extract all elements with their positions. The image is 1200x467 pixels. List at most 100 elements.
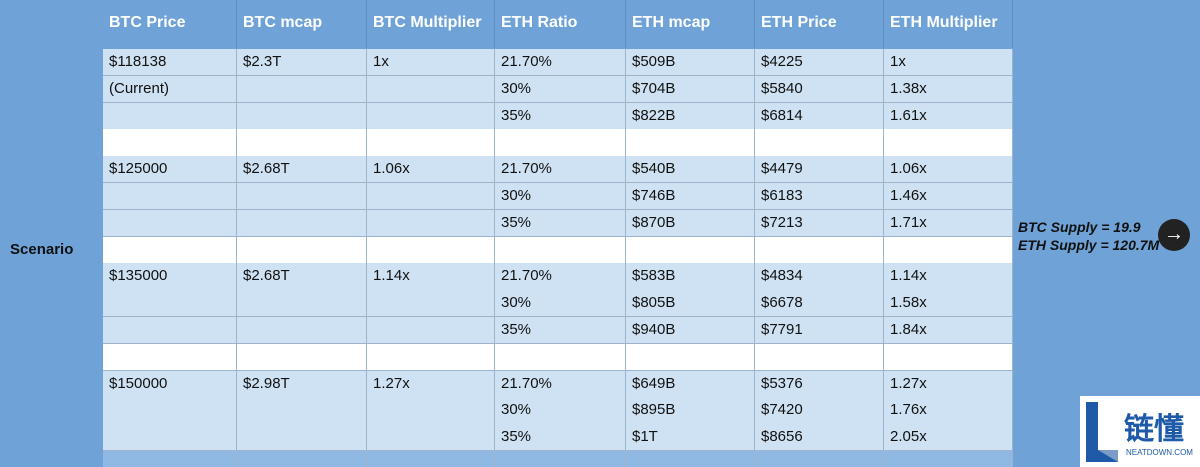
table-cell: 1.27x (367, 370, 495, 398)
column-header: ETH mcap (626, 0, 755, 48)
table-cell: $4225 (755, 49, 884, 77)
column-header: BTC Price (103, 0, 237, 48)
empty-cell (367, 129, 495, 157)
table-cell: $150000 (103, 370, 237, 398)
empty-cell (237, 317, 367, 345)
table-cell: $895B (626, 397, 755, 425)
column-header: ETH Price (755, 0, 884, 48)
table-cell: 1.38x (884, 75, 1013, 104)
empty-cell (626, 129, 755, 157)
empty-cell (884, 129, 1013, 157)
table-cell: $2.3T (237, 49, 367, 77)
empty-cell (626, 236, 755, 264)
empty-cell (626, 451, 755, 467)
table-cell: $135000 (103, 263, 237, 291)
empty-cell (495, 236, 626, 264)
empty-cell (367, 209, 495, 238)
table-cell: 21.70% (495, 49, 626, 77)
table-cell: $5376 (755, 370, 884, 398)
empty-cell (367, 317, 495, 345)
empty-cell (103, 397, 237, 425)
table-cell: $1T (626, 424, 755, 452)
empty-cell (237, 236, 367, 264)
empty-cell (367, 183, 495, 211)
empty-cell (237, 75, 367, 104)
table-cell: $4479 (755, 156, 884, 184)
site-name: NEATDOWN.COM (1126, 448, 1193, 457)
empty-cell (103, 209, 237, 238)
table-cell: $583B (626, 263, 755, 291)
table-cell: $7791 (755, 317, 884, 345)
empty-cell (367, 451, 495, 467)
empty-cell (103, 424, 237, 452)
table-cell: 1.71x (884, 209, 1013, 238)
empty-cell (103, 343, 237, 372)
table-cell: 21.70% (495, 156, 626, 184)
table-cell: $540B (626, 156, 755, 184)
empty-cell (237, 424, 367, 452)
empty-cell (237, 397, 367, 425)
empty-cell (237, 451, 367, 467)
side-label: Scenario (10, 241, 74, 258)
logo-icon (1086, 402, 1118, 462)
table-cell: 1.06x (884, 156, 1013, 184)
table-cell: $870B (626, 209, 755, 238)
supply-note: BTC Supply = 19.9 (1018, 219, 1141, 235)
column-header: BTC mcap (237, 0, 367, 48)
table-cell: $2.68T (237, 263, 367, 291)
empty-cell (367, 75, 495, 104)
empty-cell (103, 317, 237, 345)
table-cell: 35% (495, 102, 626, 130)
next-button[interactable]: → (1158, 219, 1190, 251)
table-cell: 21.70% (495, 370, 626, 398)
column-header: BTC Multiplier (367, 0, 495, 48)
empty-cell (367, 343, 495, 372)
empty-cell (103, 129, 237, 157)
table-cell: 1.58x (884, 290, 1013, 318)
empty-cell (103, 451, 237, 467)
table-cell: 1.46x (884, 183, 1013, 211)
table-cell: $7213 (755, 209, 884, 238)
table-cell: 35% (495, 424, 626, 452)
empty-cell (103, 236, 237, 264)
empty-cell (755, 236, 884, 264)
empty-cell (237, 183, 367, 211)
table-cell: 2.05x (884, 424, 1013, 452)
empty-cell (367, 424, 495, 452)
table-cell: $118138 (103, 49, 237, 77)
table-cell: 1.14x (884, 263, 1013, 291)
empty-cell (103, 183, 237, 211)
table-cell: $6678 (755, 290, 884, 318)
empty-cell (884, 343, 1013, 372)
table-cell: (Current) (103, 75, 237, 104)
empty-cell (884, 451, 1013, 467)
table-cell: $7420 (755, 397, 884, 425)
table-cell: $2.68T (237, 156, 367, 184)
table-cell: 30% (495, 397, 626, 425)
table-cell: 1.06x (367, 156, 495, 184)
empty-cell (237, 102, 367, 130)
supply-note: ETH Supply = 120.7M (1018, 237, 1160, 253)
table-cell: 1.76x (884, 397, 1013, 425)
empty-cell (103, 102, 237, 130)
empty-cell (495, 451, 626, 467)
table-cell: $822B (626, 102, 755, 130)
table-cell: 1.27x (884, 370, 1013, 398)
empty-cell (237, 290, 367, 318)
empty-cell (367, 290, 495, 318)
empty-cell (237, 343, 367, 372)
table-cell: 35% (495, 209, 626, 238)
table-cell: 30% (495, 290, 626, 318)
table-cell: $4834 (755, 263, 884, 291)
table-cell: $805B (626, 290, 755, 318)
empty-cell (626, 343, 755, 372)
empty-cell (495, 129, 626, 157)
empty-cell (755, 343, 884, 372)
empty-cell (755, 451, 884, 467)
table-cell: $6183 (755, 183, 884, 211)
table-cell: $509B (626, 49, 755, 77)
table-cell: 1x (884, 49, 1013, 77)
empty-cell (237, 129, 367, 157)
table-cell: 1x (367, 49, 495, 77)
